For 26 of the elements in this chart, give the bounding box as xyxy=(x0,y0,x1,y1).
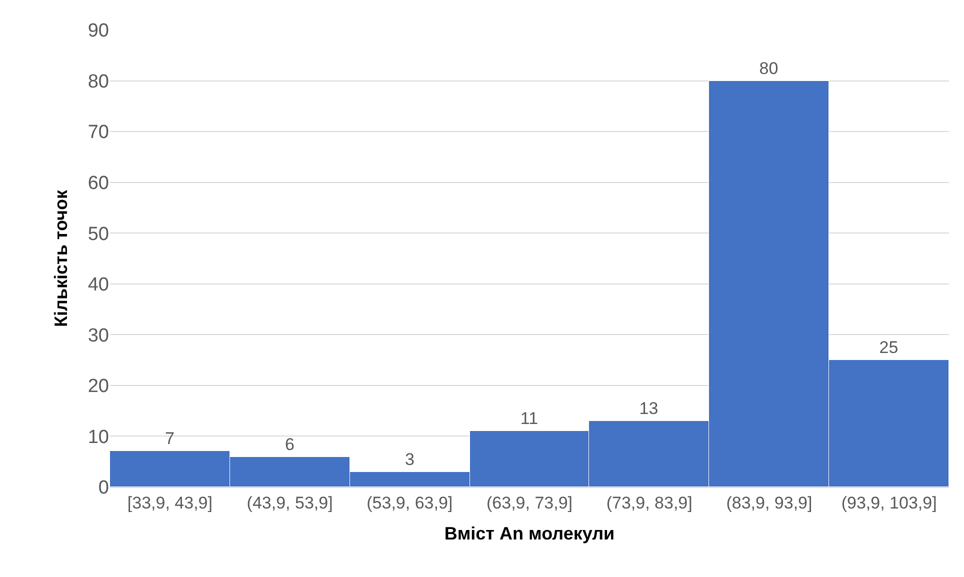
data-label: 6 xyxy=(285,434,294,454)
x-axis-title: Вміст An молекули xyxy=(444,524,615,544)
data-label: 80 xyxy=(759,58,778,78)
x-tick-label: (93,9, 103,9] xyxy=(841,493,937,512)
x-tick-label: (73,9, 83,9] xyxy=(606,493,692,512)
y-tick-label: 90 xyxy=(88,20,109,42)
y-tick-label: 20 xyxy=(88,376,109,398)
data-label: 25 xyxy=(879,338,898,357)
y-tick-label: 50 xyxy=(88,224,109,245)
data-label: 3 xyxy=(405,450,414,469)
data-label: 13 xyxy=(639,398,658,418)
y-tick-label: 40 xyxy=(88,274,109,296)
x-tick-label: (83,9, 93,9] xyxy=(726,493,812,512)
x-tick-label: [33,9, 43,9] xyxy=(127,493,212,512)
y-tick-label: 80 xyxy=(88,71,109,92)
y-tick-label: 70 xyxy=(88,122,109,144)
y-tick-label: 10 xyxy=(88,426,109,448)
x-tick-label: (63,9, 73,9] xyxy=(486,493,573,512)
y-axis-title: Кількість точок xyxy=(51,189,72,327)
y-tick-label: 0 xyxy=(98,478,109,499)
y-tick-label: 30 xyxy=(88,325,109,346)
data-label: 11 xyxy=(520,408,538,428)
x-tick-label: (43,9, 53,9] xyxy=(246,493,333,512)
data-label: 7 xyxy=(165,428,174,448)
x-tick-label: (53,9, 63,9] xyxy=(366,493,453,512)
y-tick-label: 60 xyxy=(88,172,109,194)
